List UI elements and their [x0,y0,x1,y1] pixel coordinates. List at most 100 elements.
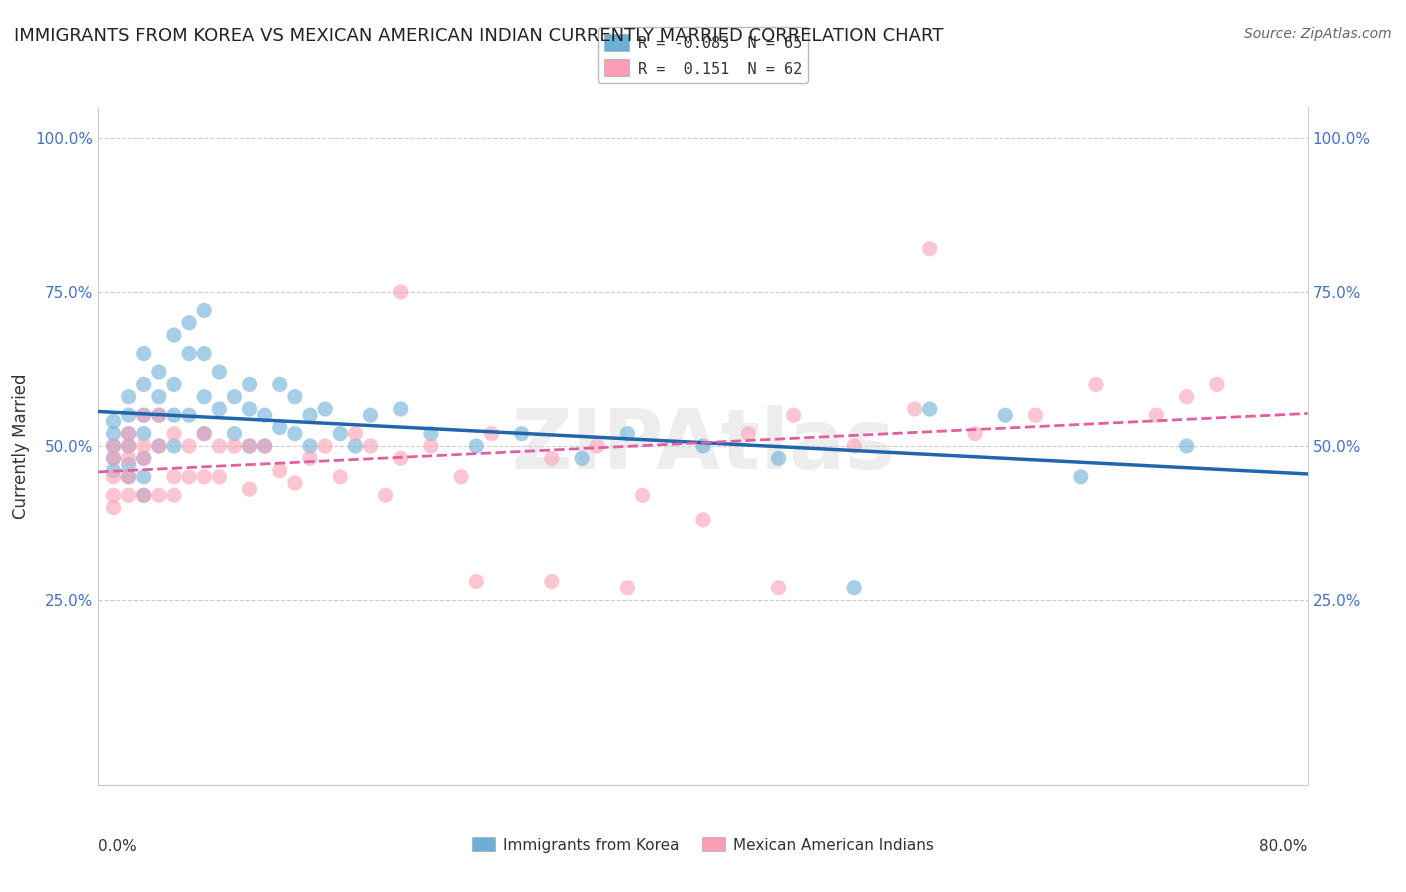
Point [239,439,262,453]
Point [193,303,215,318]
Point [103,488,125,502]
Point [844,581,866,595]
Point [118,488,141,502]
Point [208,470,231,484]
Point [918,402,941,417]
Point [148,365,170,379]
Text: IMMIGRANTS FROM KOREA VS MEXICAN AMERICAN INDIAN CURRENTLY MARRIED CORRELATION C: IMMIGRANTS FROM KOREA VS MEXICAN AMERICA… [14,27,943,45]
Point [481,426,503,441]
Point [103,426,125,441]
Point [103,439,125,453]
Point [103,451,125,466]
Point [148,439,170,453]
Point [389,451,412,466]
Point [239,482,262,496]
Point [118,470,141,484]
Point [208,402,231,417]
Point [103,500,125,515]
Point [269,420,291,434]
Point [179,439,201,453]
Point [768,581,790,595]
Point [103,470,125,484]
Point [253,439,276,453]
Point [118,390,141,404]
Point [314,402,336,417]
Point [132,439,155,453]
Point [208,365,231,379]
Point [692,513,714,527]
Point [389,285,412,299]
Point [284,390,307,404]
Point [163,408,186,422]
Point [224,439,246,453]
Point [420,439,443,453]
Legend: Immigrants from Korea, Mexican American Indians: Immigrants from Korea, Mexican American … [467,831,939,859]
Text: Source: ZipAtlas.com: Source: ZipAtlas.com [1244,27,1392,41]
Point [465,574,488,589]
Point [768,451,790,466]
Point [586,439,609,453]
Point [193,470,215,484]
Point [193,346,215,360]
Point [269,377,291,392]
Point [1175,439,1198,453]
Point [163,328,186,343]
Point [994,408,1017,422]
Point [132,426,155,441]
Point [208,439,231,453]
Point [299,408,322,422]
Point [783,408,806,422]
Point [253,408,276,422]
Point [450,470,472,484]
Point [918,242,941,256]
Point [148,408,170,422]
Point [132,346,155,360]
Point [148,439,170,453]
Point [103,451,125,466]
Point [540,574,562,589]
Y-axis label: Currently Married: Currently Married [13,373,30,519]
Point [224,426,246,441]
Point [118,451,141,466]
Point [284,426,307,441]
Point [329,426,352,441]
Point [224,390,246,404]
Point [510,426,533,441]
Point [1085,377,1108,392]
Point [163,488,186,502]
Point [179,346,201,360]
Point [103,414,125,428]
Point [118,439,141,453]
Point [118,470,141,484]
Point [118,426,141,441]
Point [631,488,654,502]
Point [904,402,927,417]
Point [132,377,155,392]
Point [239,439,262,453]
Point [314,439,336,453]
Point [132,470,155,484]
Point [1175,390,1198,404]
Point [132,451,155,466]
Point [540,451,562,466]
Point [737,426,759,441]
Point [299,439,322,453]
Point [965,426,987,441]
Point [179,408,201,422]
Point [360,408,382,422]
Point [299,451,322,466]
Point [692,439,714,453]
Text: 0.0%: 0.0% [98,839,138,855]
Point [193,426,215,441]
Point [239,402,262,417]
Point [239,377,262,392]
Point [148,408,170,422]
Point [616,426,638,441]
Point [132,451,155,466]
Point [193,426,215,441]
Point [1144,408,1167,422]
Point [132,408,155,422]
Point [329,470,352,484]
Point [344,426,367,441]
Point [389,402,412,417]
